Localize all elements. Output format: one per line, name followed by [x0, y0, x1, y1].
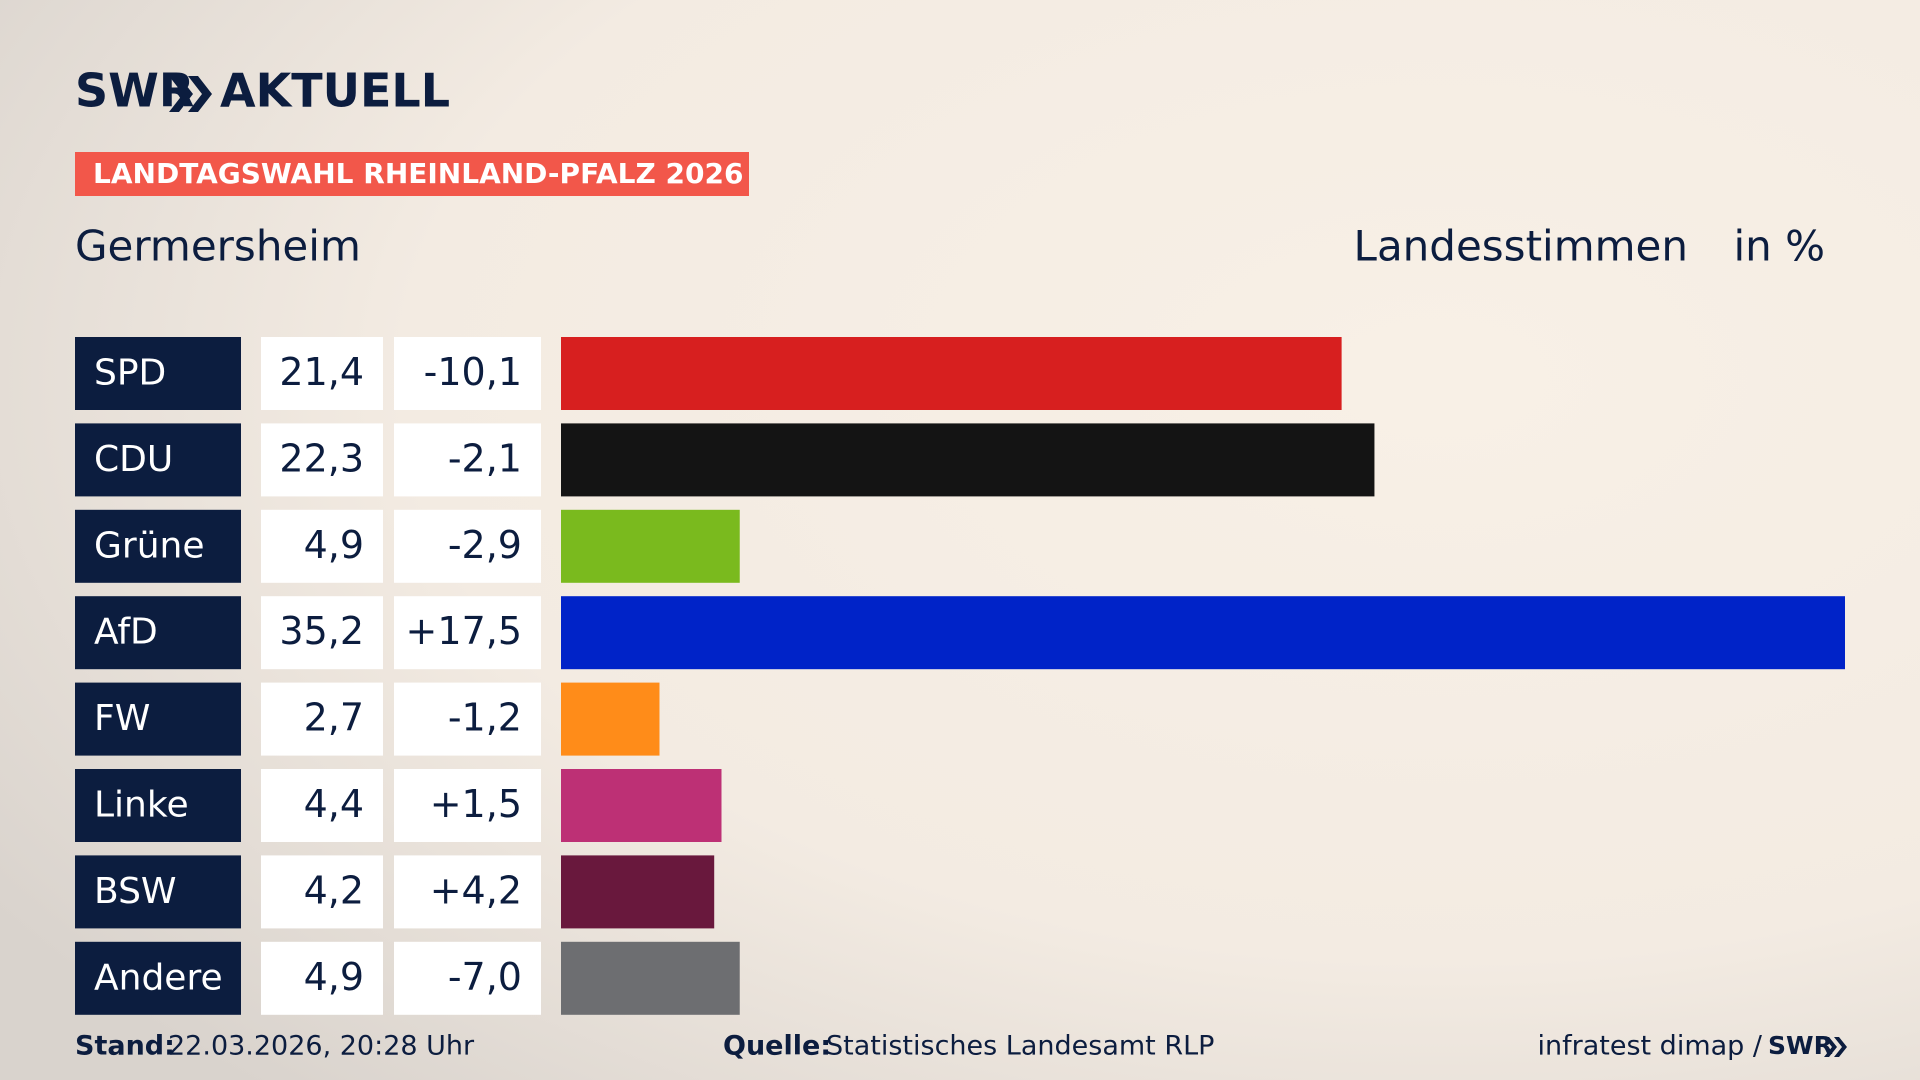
value-cell [261, 509, 383, 583]
change-cell [394, 855, 541, 929]
unit: in % [1733, 222, 1825, 271]
change-cell [394, 769, 541, 842]
party-cell [75, 423, 241, 497]
party-label: Grüne [94, 525, 204, 566]
party-label: SPD [94, 353, 166, 394]
party-cell [75, 596, 241, 670]
bar [561, 941, 740, 1015]
bar [561, 855, 715, 929]
value-label: 4,9 [304, 955, 364, 999]
subtitle: Germersheim [75, 222, 361, 271]
change-label: +1,5 [430, 782, 522, 826]
party-cell [75, 941, 241, 1015]
bar [561, 337, 1342, 410]
party-cell [75, 769, 241, 842]
value-cell [261, 423, 383, 497]
party-label: CDU [94, 439, 173, 480]
bar [561, 596, 1845, 670]
change-label: -1,2 [448, 696, 522, 740]
change-label: +17,5 [406, 609, 522, 653]
credit-logo: SWR [1768, 1031, 1833, 1060]
measure: Landesstimmen [1354, 222, 1688, 271]
change-cell [394, 337, 541, 410]
change-cell [394, 941, 541, 1015]
change-label: -7,0 [448, 955, 522, 999]
value-label: 22,3 [279, 436, 364, 480]
change-cell [394, 423, 541, 497]
party-label: FW [94, 698, 150, 739]
tag-box [75, 152, 749, 196]
value-cell [261, 769, 383, 842]
logo-chevrons [169, 76, 212, 112]
change-label: -2,9 [448, 523, 522, 567]
value-label: 4,4 [304, 782, 364, 826]
change-cell [394, 596, 541, 670]
tag: LANDTAGSWAHL RHEINLAND-PFALZ 2026 [93, 157, 743, 190]
source-label: Quelle: [723, 1031, 831, 1062]
logo-suffix: AKTUELL [220, 64, 450, 118]
value-label: 4,2 [304, 868, 364, 912]
credit-chevrons [1824, 1037, 1847, 1057]
change-label: +4,2 [430, 868, 522, 912]
stand-label: Stand: [75, 1031, 175, 1062]
party-cell [75, 855, 241, 929]
party-label: BSW [94, 871, 177, 912]
party-cell [75, 337, 241, 410]
value-label: 4,9 [304, 523, 364, 567]
value-cell [261, 941, 383, 1015]
party-cell [75, 682, 241, 756]
change-cell [394, 682, 541, 756]
bar [561, 423, 1375, 497]
party-label: AfD [94, 612, 158, 653]
value-label: 35,2 [279, 609, 364, 653]
value-label: 21,4 [279, 350, 364, 394]
value-cell [261, 337, 383, 410]
bar [561, 682, 660, 756]
source: Statistisches Landesamt RLP [826, 1031, 1214, 1062]
party-label: Andere [94, 957, 223, 998]
bar [561, 769, 722, 842]
value-cell [261, 682, 383, 756]
value-cell [261, 855, 383, 929]
change-cell [394, 509, 541, 583]
change-label: -2,1 [448, 436, 522, 480]
party-label: Linke [94, 785, 189, 826]
stand: 22.03.2026, 20:28 Uhr [168, 1031, 475, 1062]
party-cell [75, 509, 241, 583]
value-label: 2,7 [304, 696, 364, 740]
change-label: -10,1 [424, 350, 522, 394]
value-cell [261, 596, 383, 670]
credit: infratest dimap / [1537, 1031, 1762, 1062]
bar [561, 509, 740, 583]
